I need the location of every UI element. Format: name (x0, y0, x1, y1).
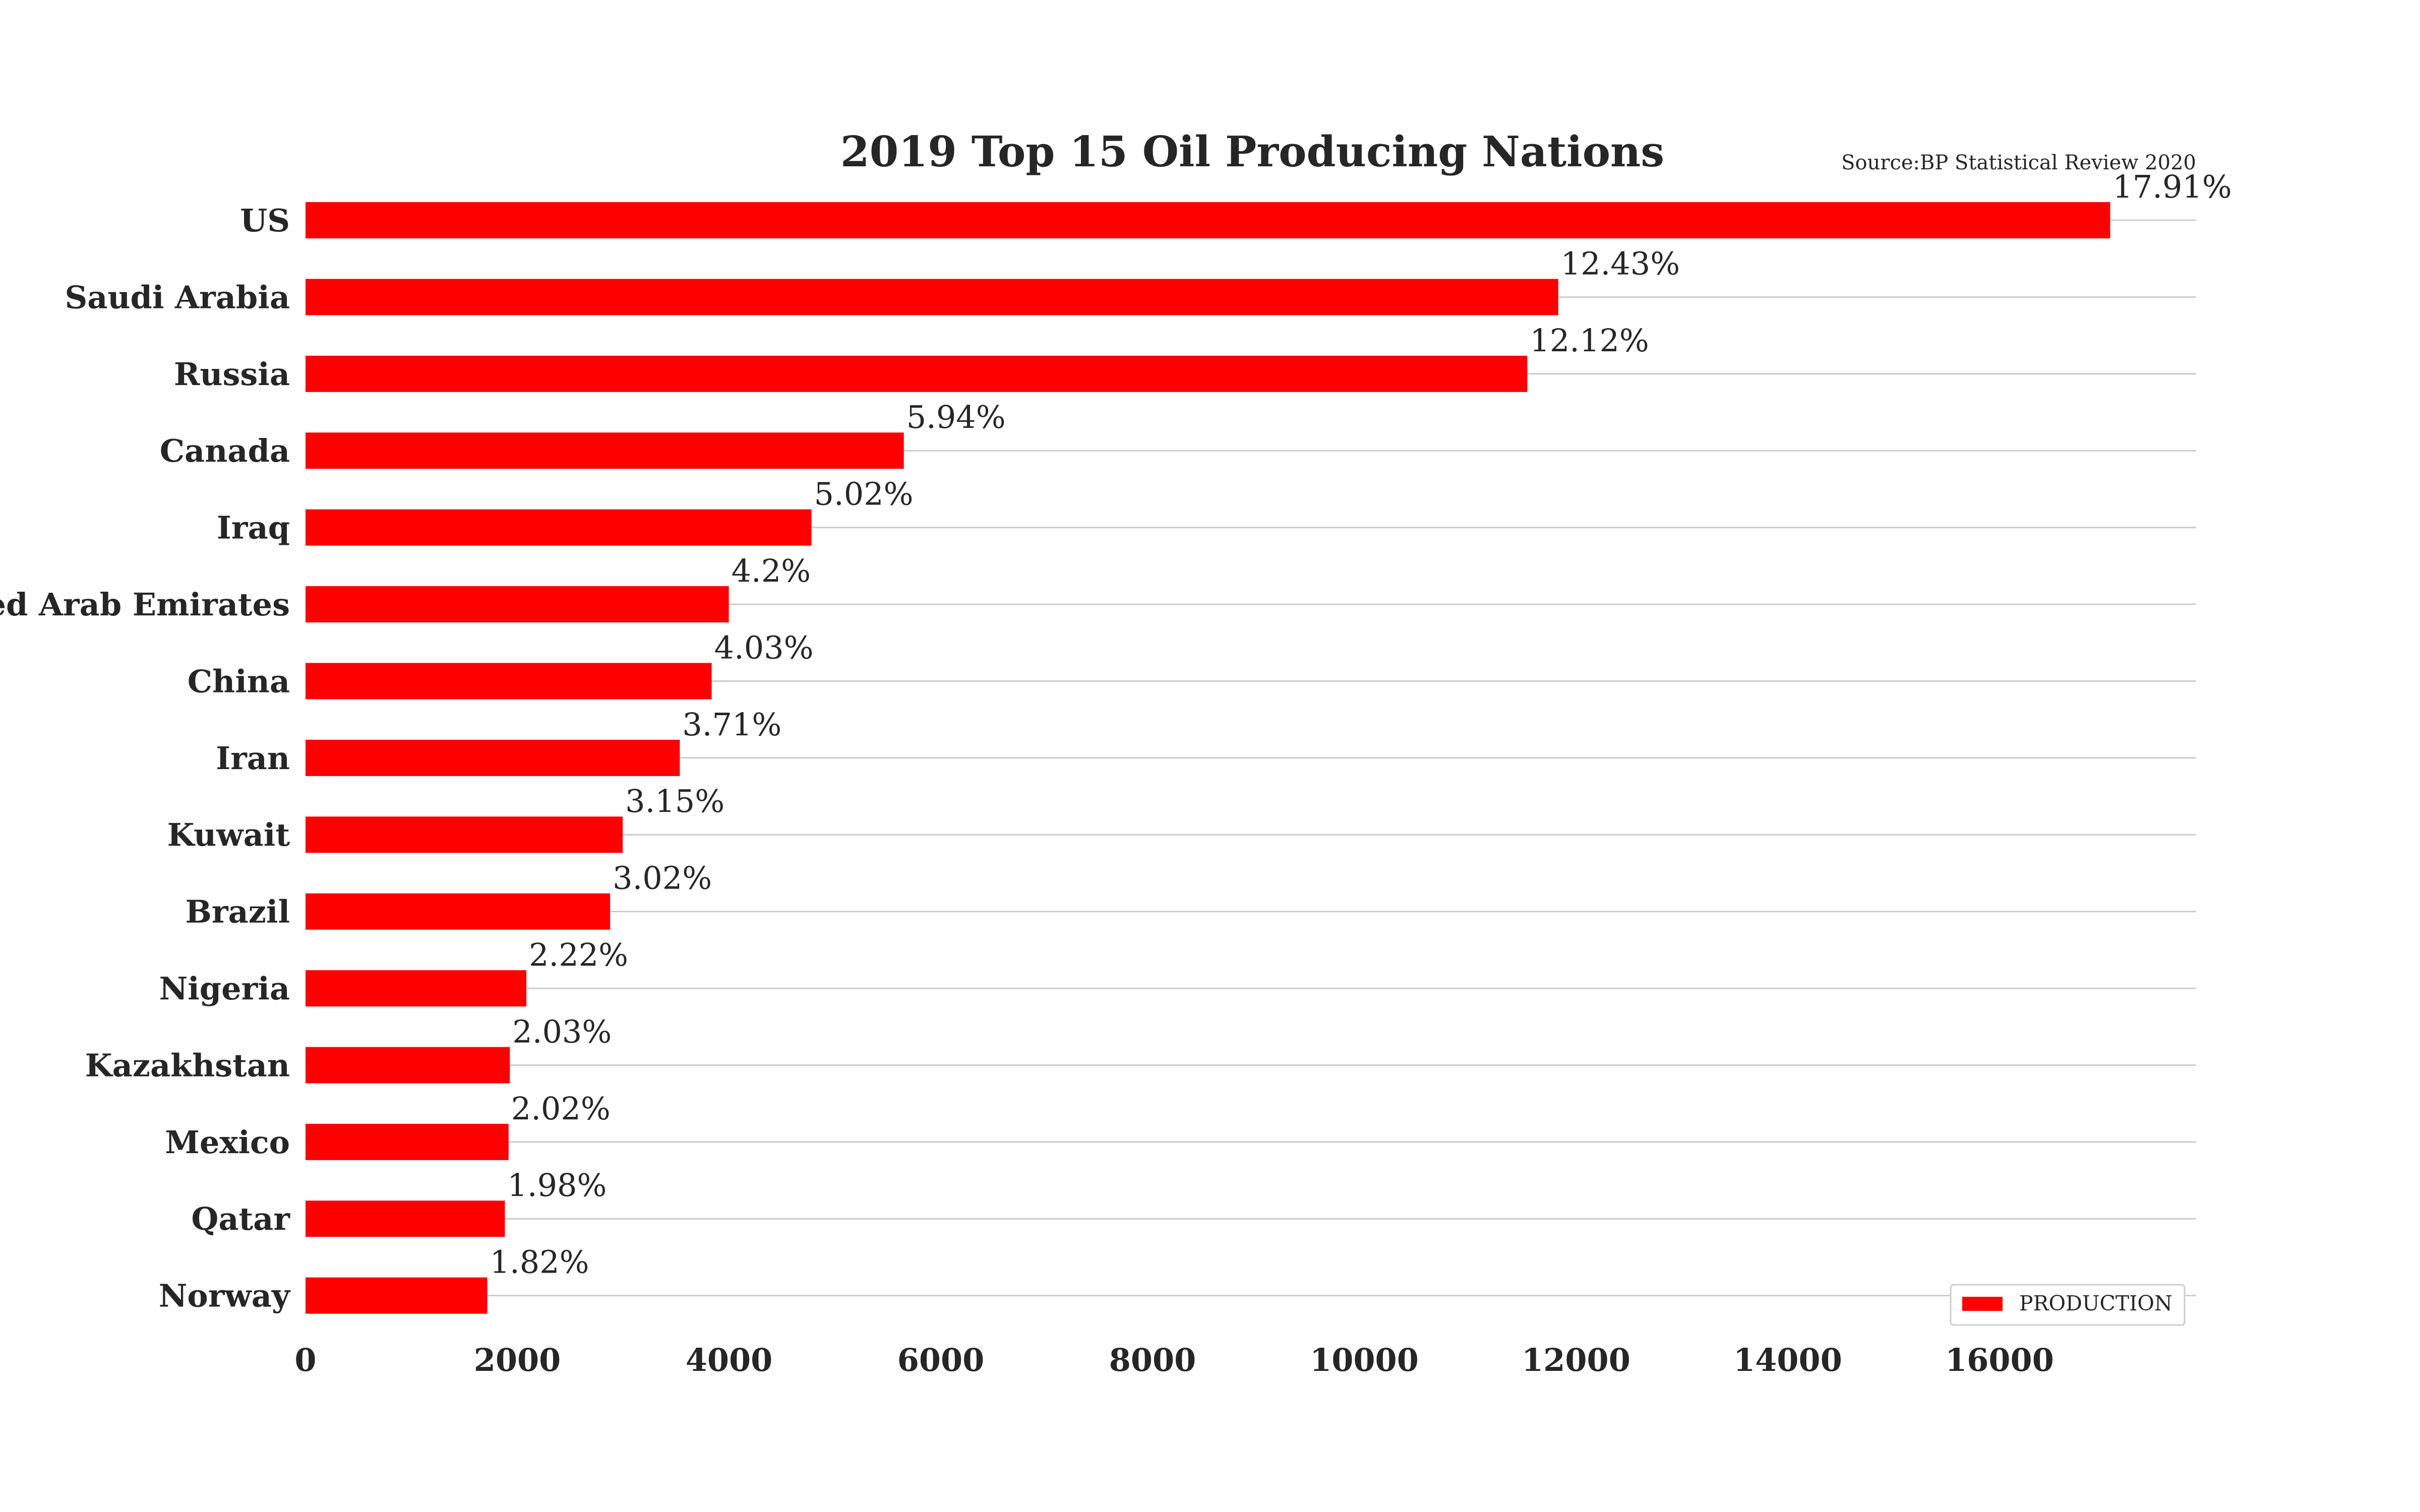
data-label: 12.43% (1561, 245, 1680, 282)
bar (306, 663, 712, 700)
bar (306, 893, 611, 930)
bar (306, 816, 623, 853)
bar (306, 739, 680, 776)
x-tick-label: 2000 (474, 1342, 561, 1378)
category-label: Iran (216, 740, 290, 777)
data-label: 3.02% (613, 860, 712, 897)
data-label: 1.98% (507, 1167, 607, 1204)
data-label: 5.02% (814, 476, 914, 513)
bar (306, 586, 729, 622)
data-label: 1.82% (490, 1244, 589, 1281)
chart-source: Source:BP Statistical Review 2020 (1841, 151, 2196, 174)
bar (306, 1047, 510, 1084)
category-label: United Arab Emirates (0, 586, 290, 623)
data-labels: 17.91% 12.43% 12.12% 5.94% 5.02% 4.2% 4.03% 3.7… (490, 168, 2232, 1281)
category-label: Nigeria (159, 970, 290, 1007)
x-tick-label: 4000 (686, 1342, 773, 1378)
x-tick-label: 10000 (1310, 1342, 1419, 1378)
bar (306, 970, 527, 1006)
category-label: China (188, 663, 290, 700)
category-label: Kazakhstan (85, 1047, 290, 1084)
bar (306, 1123, 509, 1160)
bar (306, 202, 2110, 238)
data-label: 2.02% (511, 1090, 611, 1127)
bar (306, 279, 1558, 316)
x-tick-label: 16000 (1945, 1342, 2054, 1378)
data-label: 2.22% (529, 936, 628, 973)
data-label: 3.71% (682, 706, 781, 743)
legend-label: PRODUCTION (2019, 1291, 2172, 1315)
data-label: 17.91% (2112, 168, 2231, 205)
category-label: US (240, 202, 290, 239)
x-tick-labels: 0 2000 4000 6000 8000 10000 12000 14000 16000 (294, 1342, 2053, 1378)
data-label: 3.15% (625, 783, 724, 820)
category-label: Qatar (191, 1201, 290, 1237)
data-label: 2.03% (512, 1013, 612, 1050)
bars (306, 202, 2110, 1314)
category-label: Russia (174, 356, 290, 393)
category-label: Brazil (185, 894, 290, 930)
category-label: Canada (160, 432, 290, 469)
x-tick-label: 6000 (897, 1342, 985, 1378)
category-label: Saudi Arabia (65, 279, 290, 316)
bar (306, 1277, 488, 1314)
x-tick-label: 0 (294, 1342, 316, 1378)
legend: PRODUCTION (1950, 1284, 2186, 1326)
category-label: Iraq (217, 510, 290, 546)
bar (306, 1201, 505, 1237)
bar (306, 432, 904, 469)
bar (306, 509, 812, 546)
x-tick-label: 12000 (1522, 1342, 1630, 1378)
category-label: Norway (159, 1278, 291, 1314)
x-tick-label: 14000 (1733, 1342, 1842, 1378)
data-label: 4.2% (732, 552, 811, 589)
category-label: Kuwait (167, 816, 290, 853)
bar (306, 355, 1528, 392)
legend-swatch (1962, 1297, 2003, 1311)
data-label: 12.12% (1530, 322, 1649, 359)
x-tick-label: 8000 (1109, 1342, 1196, 1378)
data-label: 5.94% (906, 399, 1006, 435)
chart-title: 2019 Top 15 Oil Producing Nations (840, 127, 1664, 176)
category-labels: US Saudi Arabia Russia Canada Iraq United Ara… (0, 202, 291, 1314)
data-label: 4.03% (714, 629, 814, 666)
legend-box (1950, 1284, 2186, 1326)
category-label: Mexico (165, 1124, 290, 1161)
